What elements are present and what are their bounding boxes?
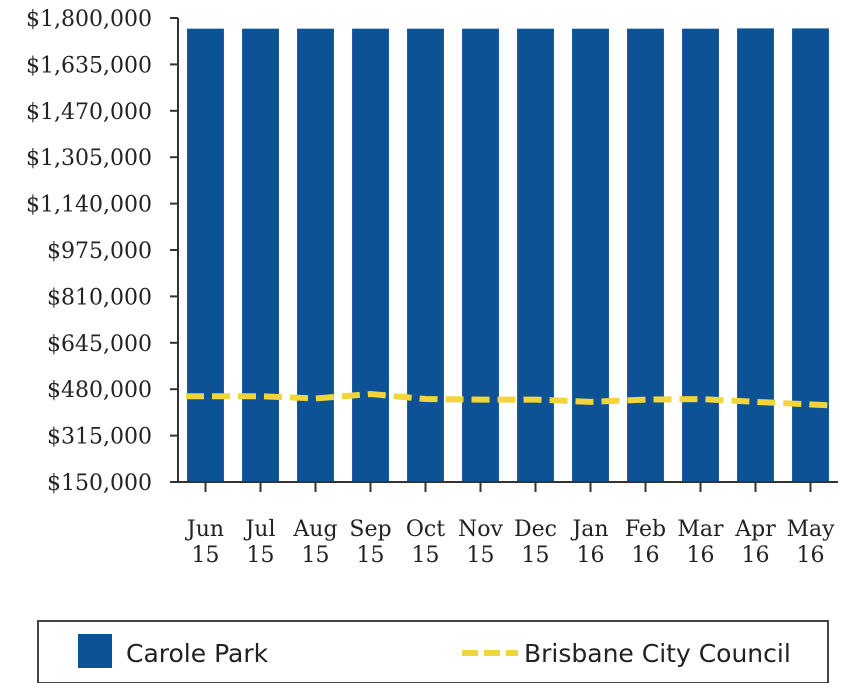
- y-tick-label: $150,000: [47, 471, 152, 496]
- bar: [242, 29, 279, 482]
- x-tick-label-month: Dec: [514, 517, 557, 542]
- legend: Carole Park Brisbane City Council: [38, 621, 828, 683]
- y-tick-label: $1,470,000: [26, 100, 152, 125]
- y-tick-label: $645,000: [47, 332, 152, 357]
- legend-label-brisbane-city-council: Brisbane City Council: [524, 639, 791, 668]
- bar: [572, 29, 609, 482]
- x-tick-label-year: 16: [742, 543, 770, 568]
- x-axis: Jun15Jul15Aug15Sep15Oct15Nov15Dec15Jan16…: [178, 482, 838, 568]
- y-tick-label: $810,000: [47, 285, 152, 310]
- bar: [352, 29, 389, 482]
- x-tick-label-year: 15: [192, 543, 220, 568]
- x-tick-label-year: 16: [577, 543, 605, 568]
- line-series-brisbane-city-council: [186, 394, 832, 406]
- bar: [627, 29, 664, 482]
- x-tick-label-year: 16: [687, 543, 715, 568]
- bar: [737, 28, 774, 482]
- x-tick-label-year: 15: [357, 543, 385, 568]
- x-tick-label-month: Aug: [292, 517, 337, 542]
- x-tick-label-year: 15: [247, 543, 275, 568]
- x-tick-label-year: 15: [467, 543, 495, 568]
- bar: [792, 28, 829, 482]
- y-tick-label: $975,000: [47, 239, 152, 264]
- legend-swatch-carole-park: [78, 634, 112, 668]
- y-tick-label: $315,000: [47, 425, 152, 450]
- x-tick-label-month: Jun: [185, 517, 224, 542]
- x-tick-label-year: 15: [412, 543, 440, 568]
- y-tick-label: $1,635,000: [26, 53, 152, 78]
- x-tick-label-month: May: [786, 517, 835, 542]
- x-tick-label-month: Jan: [570, 517, 608, 542]
- y-tick-label: $480,000: [47, 378, 152, 403]
- bar: [297, 29, 334, 482]
- x-tick-label-year: 15: [522, 543, 550, 568]
- x-tick-label-month: Mar: [677, 517, 724, 542]
- series-line: [186, 394, 832, 406]
- bar: [682, 29, 719, 482]
- bar: [187, 29, 224, 482]
- x-tick-label-year: 15: [302, 543, 330, 568]
- bar: [407, 29, 444, 482]
- bar: [517, 29, 554, 482]
- y-axis: $1,800,000 $1,635,000 $1,470,000 $1,305,000…: [26, 7, 178, 496]
- x-tick-label-month: Sep: [349, 517, 391, 542]
- bar-series-carole-park: [187, 28, 829, 482]
- legend-label-carole-park: Carole Park: [126, 639, 269, 668]
- x-tick-label-year: 16: [797, 543, 825, 568]
- x-tick-label-month: Nov: [458, 517, 503, 542]
- x-tick-label-month: Feb: [625, 517, 666, 542]
- x-tick-label-year: 16: [632, 543, 660, 568]
- x-tick-label-month: Apr: [734, 517, 776, 542]
- y-tick-label: $1,140,000: [26, 193, 152, 218]
- x-tick-label-month: Jul: [243, 517, 275, 542]
- y-tick-label: $1,800,000: [26, 7, 152, 32]
- y-tick-label: $1,305,000: [26, 146, 152, 171]
- bar: [462, 29, 499, 482]
- x-tick-label-month: Oct: [406, 517, 445, 542]
